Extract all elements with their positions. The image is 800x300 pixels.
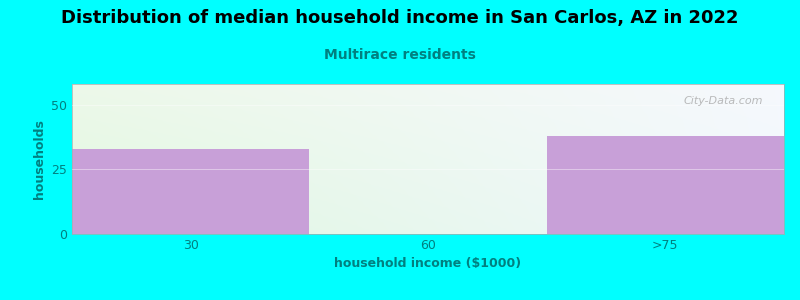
Text: City-Data.com: City-Data.com: [683, 96, 762, 106]
Bar: [546, 136, 784, 234]
Text: Multirace residents: Multirace residents: [324, 48, 476, 62]
Bar: [72, 149, 310, 234]
Y-axis label: households: households: [33, 119, 46, 199]
Text: Distribution of median household income in San Carlos, AZ in 2022: Distribution of median household income …: [62, 9, 738, 27]
X-axis label: household income ($1000): household income ($1000): [334, 257, 522, 270]
